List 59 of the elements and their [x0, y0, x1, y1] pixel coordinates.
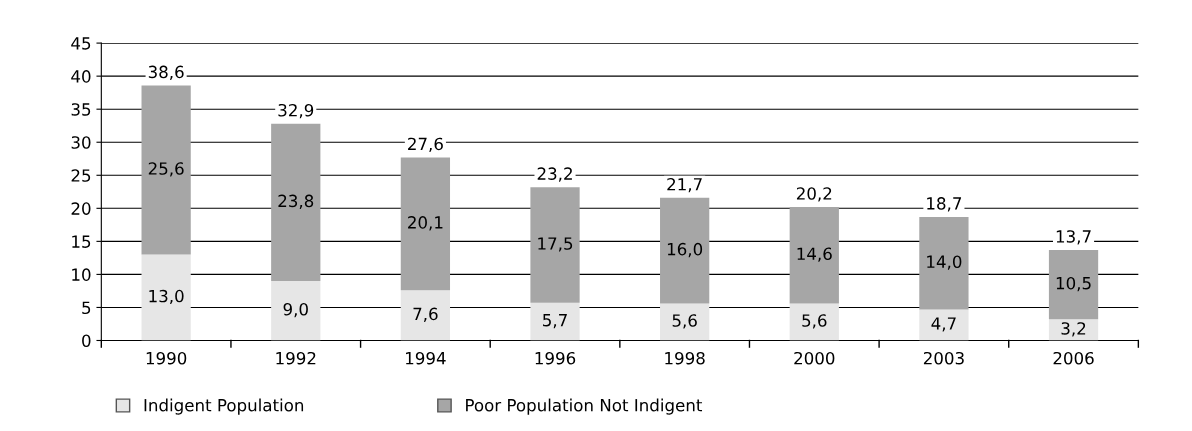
data-label: 23,8	[278, 194, 314, 209]
bar	[1048, 249, 1099, 320]
x-tick-label: 2006	[1053, 351, 1094, 365]
y-tick-label: 15	[72, 235, 91, 248]
total-label: 18,7	[927, 197, 962, 212]
data-label: 25,6	[148, 162, 184, 177]
total-label: 23,2	[537, 167, 572, 182]
total-label: 27,6	[408, 137, 443, 152]
bar	[919, 309, 969, 341]
bar	[530, 187, 580, 303]
x-tick-label: 1996	[535, 351, 576, 365]
data-label: 14,0	[927, 255, 962, 270]
bar	[789, 303, 839, 341]
y-tick-label: 25	[71, 169, 91, 182]
legend-label: Indigent Population	[144, 398, 304, 415]
bar	[530, 302, 580, 341]
data-label: 9,0	[283, 302, 308, 318]
bar	[141, 254, 191, 341]
x-tick-label: 1990	[146, 351, 187, 365]
total-label: 20,2	[796, 187, 832, 202]
y-tick-label: 30	[71, 136, 91, 149]
total-label: 21,7	[667, 177, 702, 193]
x-tick-label: 1992	[276, 351, 316, 365]
data-label: 5,6	[672, 314, 697, 329]
data-label: 14,6	[797, 247, 832, 262]
data-label: 3,2	[1061, 322, 1086, 337]
x-tick-label: 2003	[923, 351, 964, 365]
bar	[660, 197, 710, 304]
total-label: 13,7	[1056, 230, 1091, 245]
legend-label: Poor Population Not Indigent	[466, 398, 703, 415]
x-tick-label: 2000	[794, 351, 835, 365]
y-tick-label: 40	[71, 70, 91, 83]
bar	[1048, 319, 1099, 341]
y-tick-label: 0	[82, 334, 91, 348]
total-label: 38,6	[148, 65, 184, 80]
data-label: 20,1	[408, 216, 443, 231]
bar	[400, 290, 451, 341]
data-label: 4,7	[931, 317, 956, 332]
data-label: 7,6	[413, 307, 438, 322]
total-label: 32,9	[278, 103, 314, 119]
y-tick-label: 20	[71, 202, 91, 215]
data-label: 13,0	[149, 289, 184, 305]
bar	[400, 157, 451, 291]
bar	[271, 123, 321, 282]
data-label: 16,0	[667, 242, 703, 258]
x-tick-label: 1998	[665, 351, 705, 365]
y-tick-label: 10	[72, 268, 91, 281]
y-tick-label: 35	[71, 103, 91, 116]
y-tick-label: 45	[71, 37, 91, 50]
data-label: 5,7	[543, 314, 567, 329]
data-label: 17,5	[538, 237, 573, 252]
y-tick-label: 5	[82, 301, 91, 315]
bar	[660, 303, 710, 341]
bar	[271, 281, 321, 341]
data-label: 10,5	[1056, 276, 1091, 292]
bar	[919, 216, 969, 310]
data-label: 5,6	[802, 314, 827, 329]
bar	[141, 85, 191, 255]
x-tick-label: 1994	[406, 351, 446, 365]
